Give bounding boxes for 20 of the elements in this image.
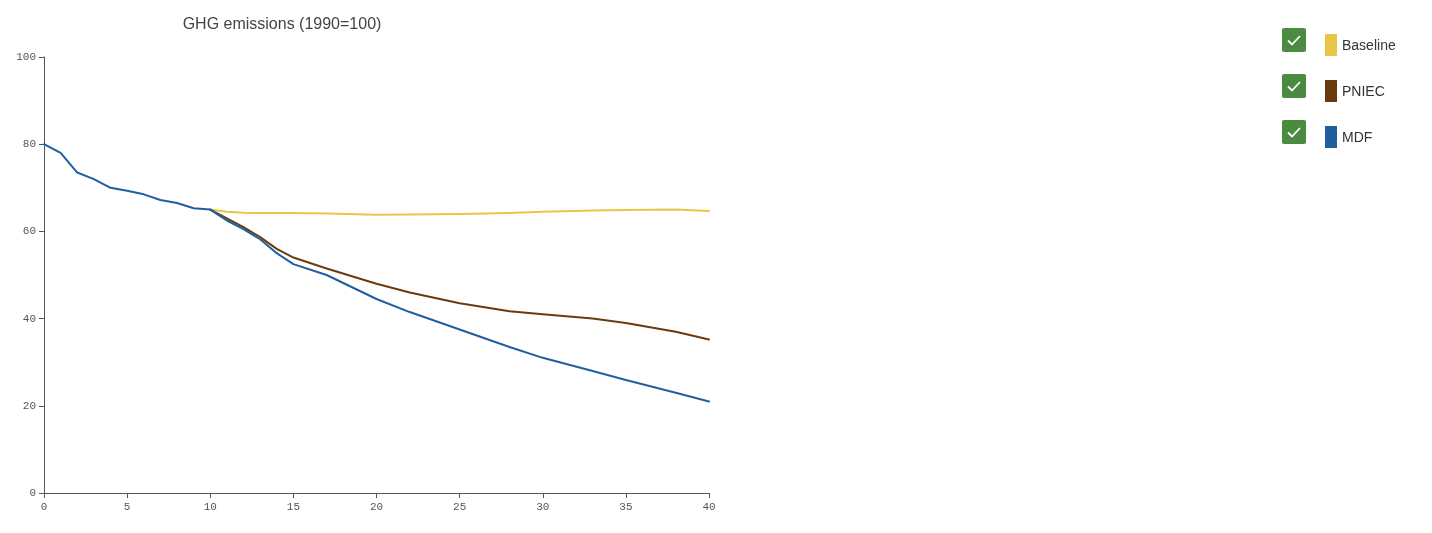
- legend-label: Baseline: [1342, 37, 1396, 53]
- x-tick-label: 20: [369, 500, 384, 513]
- legend-label: PNIEC: [1342, 83, 1385, 99]
- line-series: [43, 143, 710, 403]
- y-tick-label: 100: [16, 51, 36, 63]
- x-tick-label: 15: [286, 500, 300, 513]
- x-tick-label: 10: [203, 500, 217, 513]
- y-tick-label: 60: [22, 225, 36, 238]
- chart-title: GHG emissions (1990=100): [182, 14, 382, 32]
- x-tick-label: 30: [536, 500, 550, 513]
- legend-label: MDF: [1342, 129, 1373, 145]
- x-tick-label: 0: [40, 500, 48, 513]
- y-tick-label: 80: [22, 138, 36, 151]
- y-tick-label: 0: [29, 487, 36, 499]
- y-tick-label: 40: [22, 312, 36, 325]
- x-tick-label: 5: [123, 500, 131, 513]
- y-tick-label: 20: [22, 399, 36, 412]
- x-tick-label: 40: [702, 500, 716, 513]
- x-tick-label: 25: [453, 500, 467, 513]
- x-tick-label: 35: [619, 500, 633, 513]
